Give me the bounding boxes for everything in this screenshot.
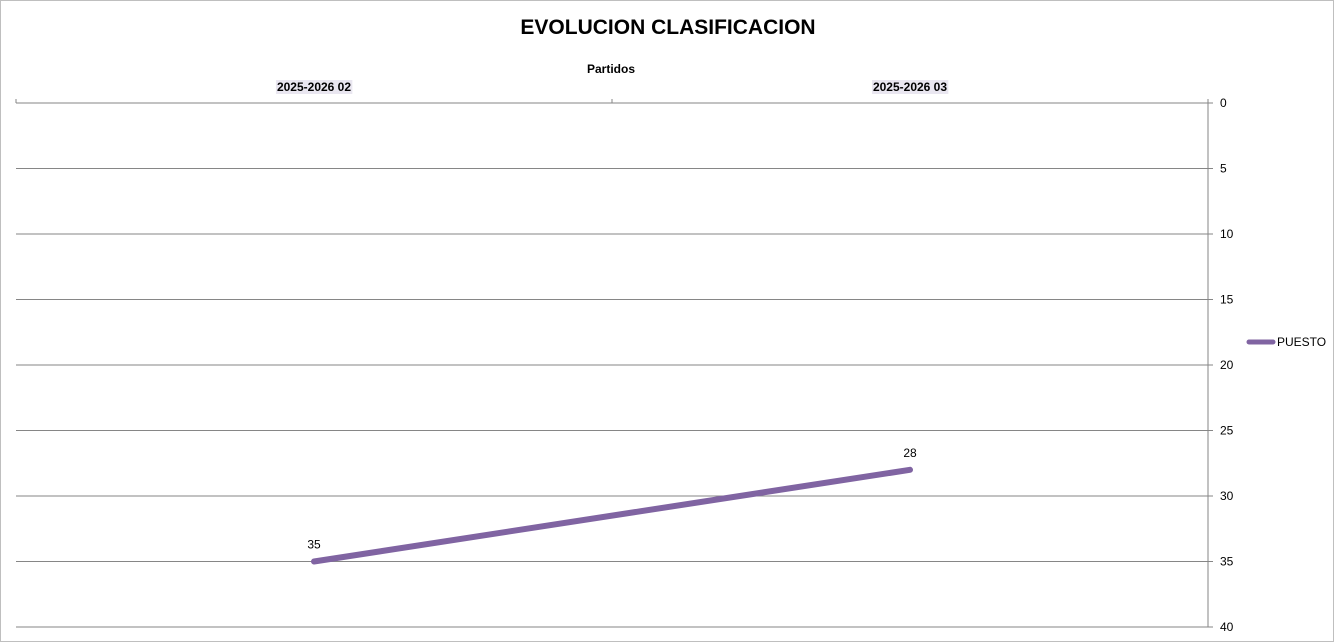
y-tick-label: 10 <box>1220 227 1234 241</box>
data-label: 35 <box>307 538 321 552</box>
x-tick-label-highlight <box>871 80 949 94</box>
data-labels: 35 28 <box>307 446 917 552</box>
y-tick-label: 35 <box>1220 555 1234 569</box>
series-line-puesto <box>311 466 913 565</box>
x-axis-title: Partidos <box>587 62 635 76</box>
x-tick-label-highlight <box>275 80 353 94</box>
legend: PUESTO <box>1246 335 1326 349</box>
y-tick-label: 40 <box>1220 620 1234 634</box>
chart-title: EVOLUCION CLASIFICACION <box>520 16 815 39</box>
y-tick-label: 0 <box>1220 96 1227 110</box>
data-label: 28 <box>903 446 917 460</box>
x-tick-label: 2025-2026 03 <box>873 80 947 94</box>
legend-label: PUESTO <box>1277 335 1326 349</box>
axes: 0 5 10 15 20 25 30 35 40 2025-2026 02 2025-2026 03 <box>15 80 1234 634</box>
x-tick-label: 2025-2026 02 <box>277 80 351 94</box>
y-tick-label: 5 <box>1220 162 1227 176</box>
y-tick-label: 20 <box>1220 358 1234 372</box>
series-lines <box>311 466 913 565</box>
y-tick-label: 25 <box>1220 424 1234 438</box>
y-tick-label: 30 <box>1220 489 1234 503</box>
gridlines <box>16 102 1208 628</box>
y-tick-label: 15 <box>1220 293 1234 307</box>
